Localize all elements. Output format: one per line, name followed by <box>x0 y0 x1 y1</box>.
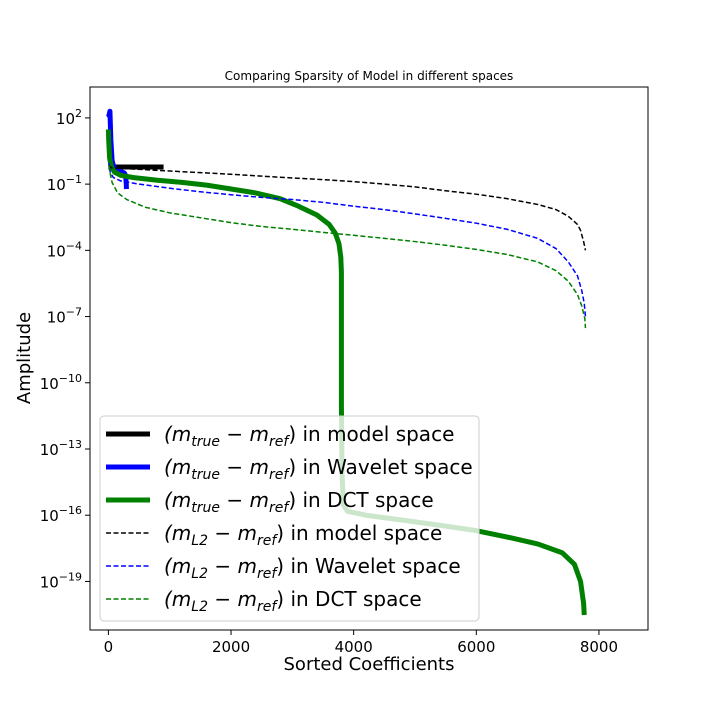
series-group <box>105 108 587 616</box>
x-tick-label: 8000 <box>580 638 618 656</box>
legend: (mtrue − mref) in model space (mtrue − mr… <box>99 415 480 622</box>
y-tick-label: 10−16 <box>40 504 82 525</box>
x-tick-label: 2000 <box>212 638 250 656</box>
plot-area <box>89 86 649 631</box>
series-line-4 <box>107 164 587 251</box>
legend-label-2: (mtrue − mref) in Wavelet space <box>164 455 473 483</box>
y-tick-label: 10−13 <box>40 438 82 459</box>
y-tick-label: 10−7 <box>47 306 82 327</box>
y-tick-label: 102 <box>56 107 82 128</box>
legend-label-6: (mL2 − mref) in DCT space <box>164 587 422 615</box>
legend-label-5: (mL2 − mref) in Wavelet space <box>164 554 461 582</box>
series-line-5 <box>107 160 587 317</box>
x-tick-label: 6000 <box>457 638 495 656</box>
legend-box <box>99 415 480 622</box>
series-line-6 <box>107 158 587 329</box>
legend-label-1: (mtrue − mref) in model space <box>164 422 454 450</box>
y-tick-label: 10−10 <box>40 372 82 393</box>
x-tick-label: 4000 <box>335 638 373 656</box>
y-tick-label: 10−1 <box>47 173 82 194</box>
y-tick-label: 10−4 <box>47 239 82 260</box>
x-tick-label: 0 <box>104 638 114 656</box>
legend-label-3: (mtrue − mref) in DCT space <box>164 488 434 516</box>
series-line-3 <box>105 129 587 616</box>
x-axis: 0 2000 4000 6000 8000 <box>104 630 618 656</box>
plot-frame <box>89 86 649 631</box>
y-axis: 102 10−1 10−4 10−7 10−10 10−13 10−16 10−19 <box>40 107 90 591</box>
x-axis-label: Sorted Coefficients <box>284 654 455 675</box>
chart-title: Comparing Sparsity of Model in different… <box>225 69 514 83</box>
y-tick-label: 10−19 <box>40 570 82 591</box>
legend-label-4: (mL2 − mref) in model space <box>164 521 442 549</box>
y-axis-label: Amplitude <box>14 312 35 404</box>
